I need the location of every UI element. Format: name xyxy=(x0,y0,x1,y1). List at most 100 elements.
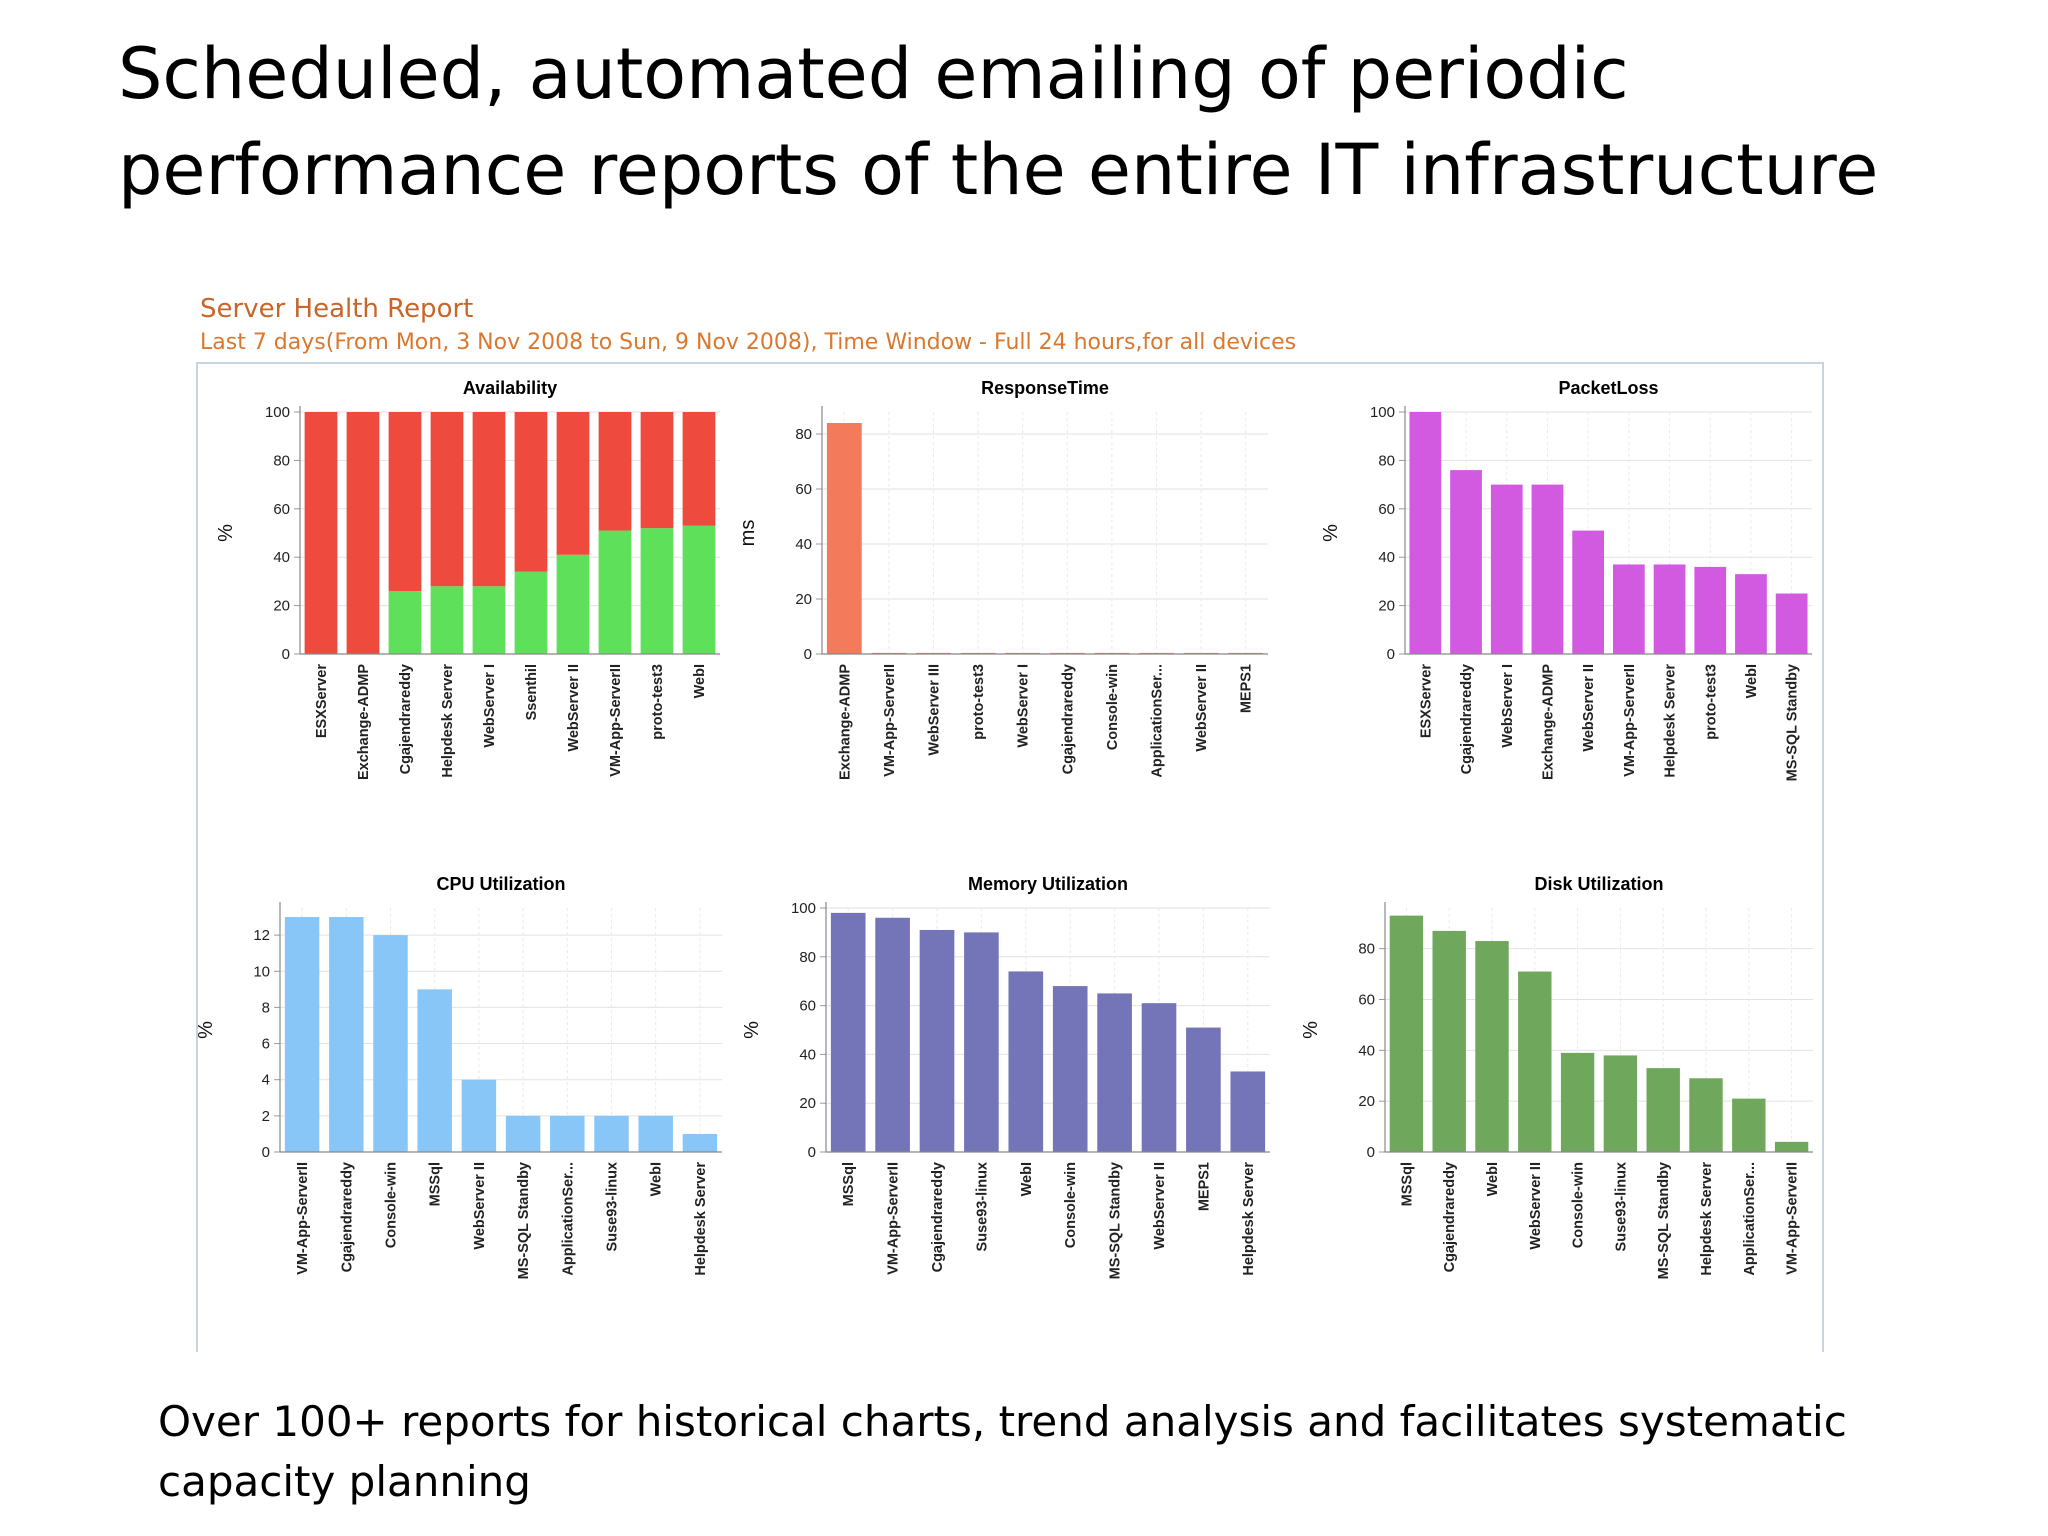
bar-segment xyxy=(598,412,632,531)
category-label: Helpdesk Server xyxy=(1663,664,1679,778)
category-label: MEPS1 xyxy=(1239,664,1255,713)
category-label: WebServer II xyxy=(566,664,582,752)
report-subtitle: Last 7 days(From Mon, 3 Nov 2008 to Sun,… xyxy=(200,330,1297,355)
category-label: ApplicationSer... xyxy=(1742,1162,1758,1276)
category-label: WebI xyxy=(1744,664,1760,698)
report-title: Server Health Report xyxy=(200,294,474,324)
chart-title: Memory Utilization xyxy=(968,874,1128,894)
bar-segment xyxy=(556,412,590,555)
category-label: MS-SQL Standby xyxy=(1108,1162,1124,1279)
chart-1: Availability% 0 20 40 60 80 100 ESXServer Exchan… xyxy=(215,378,720,780)
y-axis-label: % xyxy=(1320,524,1342,542)
y-tick-label: 100 xyxy=(265,404,290,421)
category-label: Exchange-ADMP xyxy=(356,664,372,780)
category-label: Console-win xyxy=(1105,664,1121,750)
category-label: Console-win xyxy=(1571,1162,1587,1248)
bar xyxy=(594,1115,629,1152)
bar-segment xyxy=(304,412,338,654)
bar xyxy=(1560,1052,1595,1152)
category-label: proto-test3 xyxy=(1703,664,1719,740)
category-label: MSSql xyxy=(428,1162,444,1206)
chart-title: CPU Utilization xyxy=(437,874,566,894)
bar-segment xyxy=(472,412,506,587)
bar xyxy=(830,912,866,1152)
category-label: WebServer I xyxy=(1500,664,1516,748)
category-label: Console-win xyxy=(384,1162,400,1248)
y-tick-label: 20 xyxy=(1378,598,1395,615)
bar-segment xyxy=(514,571,548,654)
category-label: Cgajendrareddy xyxy=(1459,664,1475,774)
chart-title: Disk Utilization xyxy=(1534,874,1663,894)
chart-2: ResponseTime ms 0 20 40 60 80 Exchange-ADMP VM-A… xyxy=(737,378,1268,780)
bar-segment xyxy=(346,412,380,654)
bar xyxy=(1052,986,1088,1152)
bar xyxy=(1097,993,1132,1152)
bar xyxy=(1689,1078,1723,1152)
y-tick-label: 80 xyxy=(1378,452,1395,469)
y-tick-label: 8 xyxy=(262,999,270,1016)
y-tick-label: 20 xyxy=(1358,1093,1375,1110)
category-label: WebServer I xyxy=(482,664,498,748)
y-tick-label: 40 xyxy=(273,549,290,566)
y-tick-label: 60 xyxy=(1358,992,1375,1009)
bar xyxy=(461,1079,497,1152)
category-label: Helpdesk Server xyxy=(1699,1162,1715,1276)
category-label: WebI xyxy=(1485,1162,1501,1196)
bar xyxy=(682,1133,718,1152)
y-tick-label: 20 xyxy=(273,598,290,615)
bar-segment xyxy=(598,530,632,654)
y-tick-label: 80 xyxy=(1358,941,1375,958)
y-tick-label: 40 xyxy=(799,1046,816,1063)
bar xyxy=(919,929,955,1152)
y-tick-label: 80 xyxy=(795,426,812,443)
category-label: Console-win xyxy=(1063,1162,1079,1248)
bar xyxy=(875,917,910,1152)
bar-segment xyxy=(388,591,422,654)
y-tick-label: 60 xyxy=(795,481,812,498)
category-label: Cgajendrareddy xyxy=(398,664,414,774)
bar xyxy=(505,1115,541,1152)
y-axis-label: % xyxy=(1300,1021,1322,1039)
bar xyxy=(1230,1071,1266,1152)
bar xyxy=(1518,971,1552,1152)
bar xyxy=(1490,484,1523,654)
y-tick-label: 2 xyxy=(262,1108,270,1125)
chart-title: Availability xyxy=(463,378,557,398)
category-label: ESXServer xyxy=(314,664,330,739)
y-tick-label: 40 xyxy=(795,536,812,553)
category-label: WebI xyxy=(692,664,708,698)
y-tick-label: 6 xyxy=(262,1036,270,1053)
chart-title: ResponseTime xyxy=(981,378,1109,398)
category-label: MSSql xyxy=(841,1162,857,1206)
category-label: WebServer I xyxy=(1016,664,1032,748)
bar xyxy=(1186,1027,1221,1152)
bar-segment xyxy=(430,586,464,654)
bar xyxy=(1775,593,1808,654)
bar xyxy=(329,917,364,1152)
bar xyxy=(1389,915,1424,1152)
bar-segment xyxy=(388,412,422,592)
category-label: WebServer II xyxy=(1194,664,1210,752)
category-label: ApplicationSer... xyxy=(1150,664,1166,778)
bar-segment xyxy=(556,554,590,654)
y-tick-label: 12 xyxy=(253,927,270,944)
y-tick-label: 0 xyxy=(262,1144,270,1161)
bar xyxy=(1450,470,1482,654)
category-label: WebI xyxy=(1019,1162,1035,1196)
category-label: proto-test3 xyxy=(650,664,666,740)
bar xyxy=(1008,971,1044,1152)
y-tick-label: 80 xyxy=(799,949,816,966)
category-label: Helpdesk Server xyxy=(440,664,456,778)
category-label: ApplicationSer... xyxy=(560,1162,576,1276)
y-tick-label: 0 xyxy=(1367,1144,1375,1161)
category-label: Helpdesk Server xyxy=(1241,1162,1257,1276)
bar-segment xyxy=(472,586,506,654)
slide-title: Scheduled, automated emailing of periodi… xyxy=(118,33,1879,211)
y-tick-label: 0 xyxy=(808,1144,816,1161)
category-label: VM-App-ServerII xyxy=(882,664,898,777)
bar xyxy=(638,1115,673,1152)
bar xyxy=(1475,941,1509,1152)
y-tick-label: 0 xyxy=(804,646,812,663)
category-label: Helpdesk Server xyxy=(693,1162,709,1276)
